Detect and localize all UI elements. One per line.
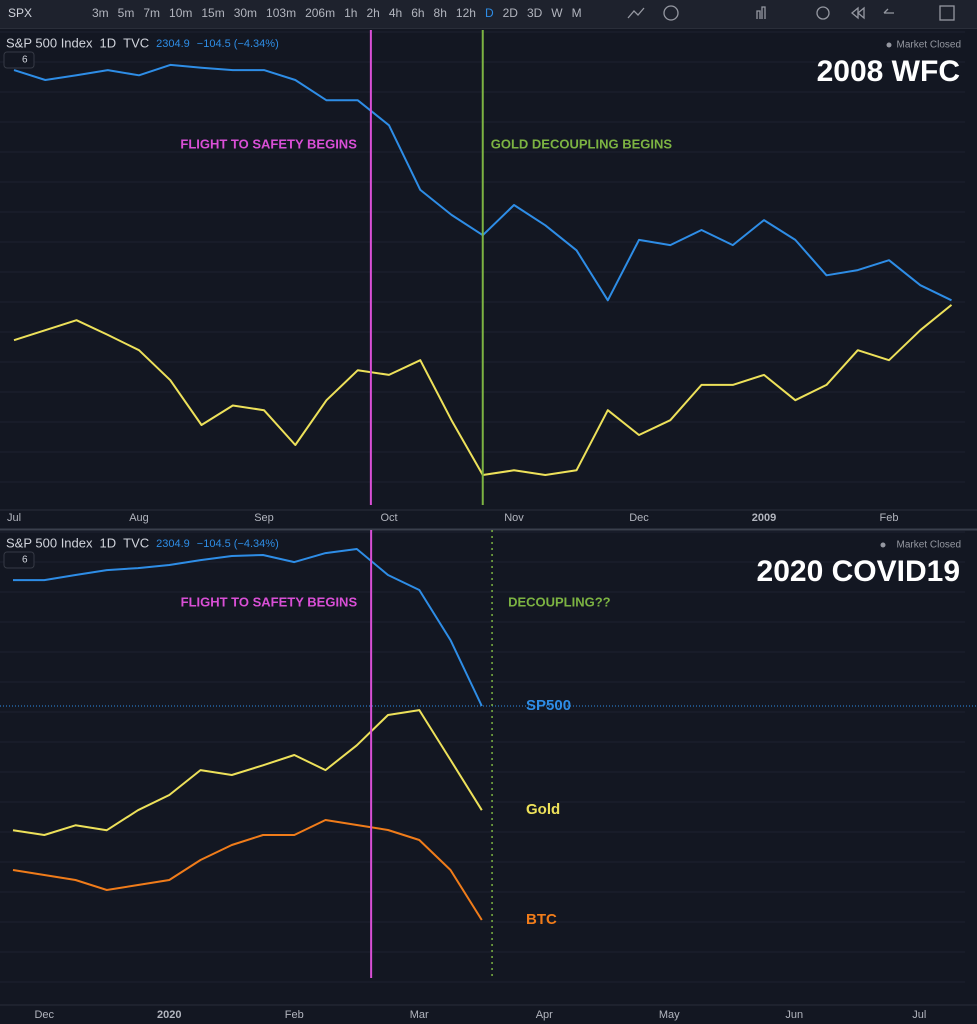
interval-button[interactable]: 206m [305,6,335,20]
status-dot [880,542,886,548]
annotation: FLIGHT TO SAFETY BEGINS [181,594,358,609]
series-label: SP500 [526,697,571,714]
interval-button[interactable]: M [572,6,582,20]
x-tick-label: Feb [880,512,899,524]
interval-button[interactable]: 1h [344,6,357,20]
x-tick-label: Mar [410,1009,429,1021]
header-source: TVC [123,35,149,50]
header-price: 2304.9 [156,38,190,50]
header-interval: 1D [100,35,117,50]
toolbar-symbol[interactable]: SPX [8,6,32,20]
badge [3,51,35,69]
x-tick-label: Sep [254,512,274,524]
x-tick-label: Jul [912,1009,926,1021]
pane-title: 2020 COVID19 [757,555,960,588]
series-line [12,709,483,836]
interval-button[interactable]: D [485,6,494,20]
x-tick-label: Nov [504,512,524,524]
x-tick-label: Feb [285,1009,304,1021]
market-status: Market Closed [897,540,961,551]
x-tick-label: 2009 [752,512,776,524]
interval-button[interactable]: 2D [503,6,519,20]
badge-label: 6 [22,555,28,566]
header-interval: 1D [100,535,117,550]
series-label: BTC [526,911,557,928]
undo-icon[interactable] [883,8,894,14]
layout-icon[interactable] [939,5,955,21]
x-tick-label: Aug [129,512,149,524]
x-tick-label: Jul [7,512,21,524]
interval-button[interactable]: 10m [169,6,192,20]
toolbar-icons [627,5,955,21]
interval-button[interactable]: 5m [118,6,135,20]
header-symbol: S&P 500 Index [6,535,93,550]
series-label: Gold [526,801,560,818]
badge [3,551,35,569]
x-tick-label: Dec [629,512,649,524]
interval-button[interactable]: 2h [366,6,379,20]
market-status: Market Closed [897,40,961,51]
alert-icon[interactable] [816,6,830,20]
annotation: GOLD DECOUPLING BEGINS [491,136,673,151]
compare-icon[interactable] [756,6,766,19]
interval-button[interactable]: 103m [266,6,296,20]
interval-button[interactable]: 6h [411,6,424,20]
chart-type-icon[interactable] [627,7,645,19]
indicator-icon[interactable] [663,5,679,21]
interval-button[interactable]: 3D [527,6,543,20]
x-tick-label: Apr [536,1009,553,1021]
badge-label: 6 [22,55,28,66]
x-tick-label: May [659,1009,680,1021]
toolbar [0,0,977,28]
interval-button[interactable]: 7m [143,6,160,20]
pane-title: 2008 WFC [817,55,960,88]
status-dot [886,42,892,48]
interval-button[interactable]: 4h [389,6,402,20]
header-change: −104.5 (−4.34%) [197,38,279,50]
header-source: TVC [123,535,149,550]
header-symbol: S&P 500 Index [6,35,93,50]
interval-button[interactable]: W [551,6,563,20]
x-tick-label: Oct [380,512,397,524]
x-tick-label: Dec [34,1009,54,1021]
interval-button[interactable]: 15m [201,6,224,20]
x-tick-label: Jun [785,1009,803,1021]
interval-button[interactable]: 8h [434,6,447,20]
annotation: DECOUPLING?? [508,594,611,609]
series-line [12,819,483,921]
interval-button[interactable]: 30m [234,6,257,20]
interval-button[interactable]: 3m [92,6,109,20]
x-tick-label: 2020 [157,1009,181,1021]
header-price: 2304.9 [156,538,190,550]
series-line [13,548,483,707]
replay-icon[interactable] [850,6,865,20]
interval-button[interactable]: 12h [456,6,476,20]
annotation: FLIGHT TO SAFETY BEGINS [180,136,357,151]
header-change: −104.5 (−4.34%) [197,538,279,550]
